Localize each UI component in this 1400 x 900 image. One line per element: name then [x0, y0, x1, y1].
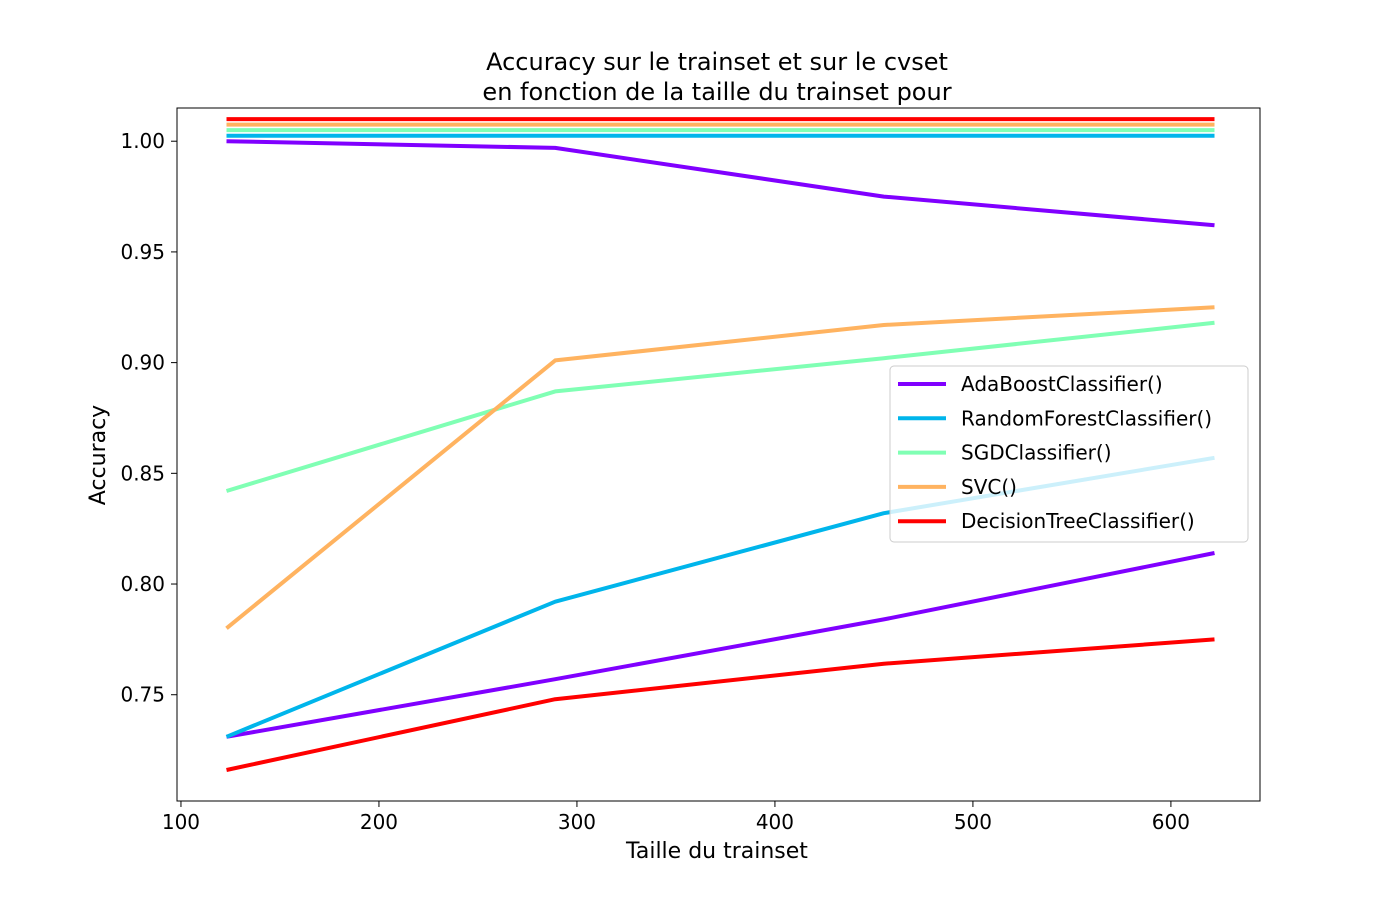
legend-box [889, 365, 1249, 543]
series-0-train-line [226, 139, 1215, 228]
x-axis: 100 200 300 400 500 600 [162, 801, 1190, 834]
series-2-cv-line [225, 320, 1215, 493]
series-4-cv-line [226, 637, 1215, 772]
legend-label-0: AdaBoostClassifier() [961, 372, 1163, 396]
legend-label-1: RandomForestClassifier() [961, 406, 1212, 430]
x-tick-label-3: 400 [756, 810, 794, 834]
y-tick-label-4: 0.95 [120, 240, 165, 264]
series-0-cv-line [226, 551, 1215, 739]
series-3-cv-line [225, 305, 1215, 630]
legend-label-3: SVC() [961, 475, 1017, 499]
chart-title-line-1: Accuracy sur le trainset et sur le cvset [486, 48, 948, 76]
y-tick-label-3: 0.90 [120, 351, 165, 375]
plot-frame [176, 107, 1261, 802]
series-layer [225, 117, 1215, 772]
x-axis-label: Taille du trainset [625, 839, 808, 864]
y-tick-label-5: 1.00 [120, 129, 165, 153]
x-tick-label-1: 200 [360, 810, 398, 834]
y-tick-label-1: 0.80 [120, 572, 165, 596]
y-tick-label-0: 0.75 [120, 683, 165, 707]
y-axis: 0.75 0.80 0.85 0.90 0.95 1.00 [120, 129, 177, 707]
x-tick-label-4: 500 [954, 810, 992, 834]
x-tick-label-0: 100 [162, 810, 200, 834]
y-axis-label: Accuracy [86, 405, 111, 505]
legend-label-2: SGDClassifier() [961, 441, 1112, 465]
y-tick-label-2: 0.85 [120, 461, 165, 485]
chart-title-line-2: en fonction de la taille du trainset pou… [482, 78, 951, 106]
legend: AdaBoostClassifier() RandomForestClassifi… [889, 365, 1249, 543]
x-tick-label-5: 600 [1152, 810, 1190, 834]
x-tick-label-2: 300 [558, 810, 596, 834]
legend-label-4: DecisionTreeClassifier() [961, 509, 1195, 533]
